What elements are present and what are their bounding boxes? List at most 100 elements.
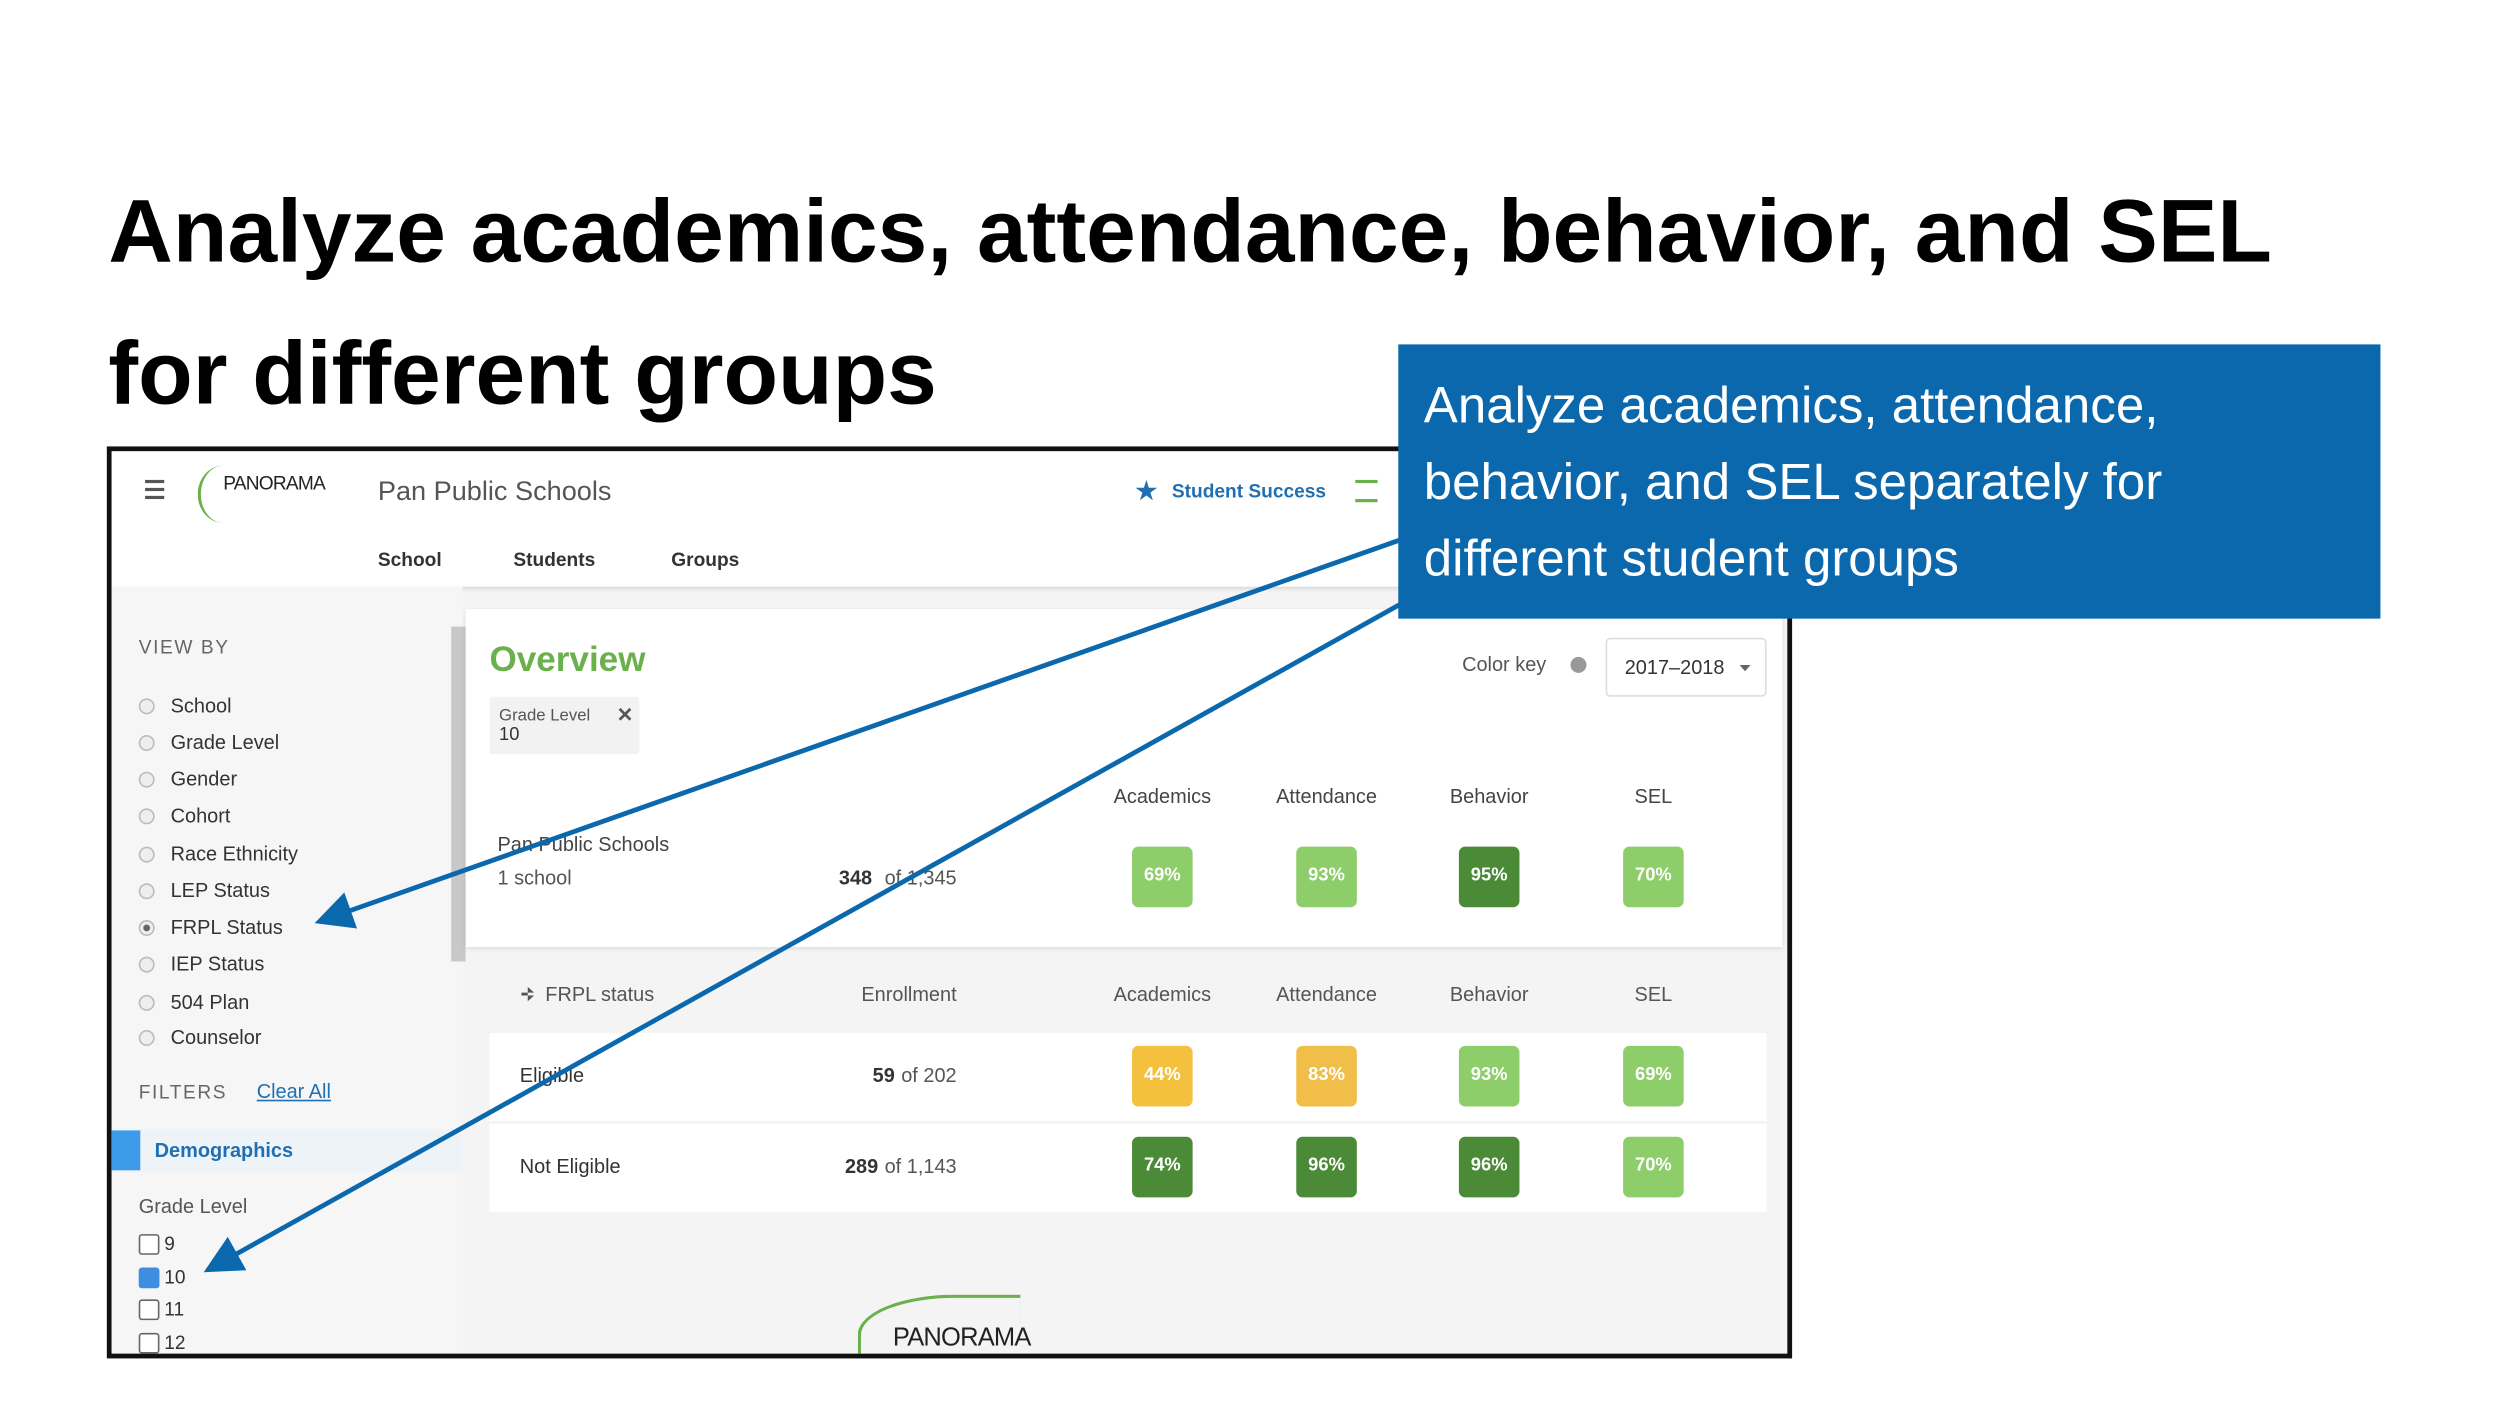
section-label: FILTERS <box>138 1081 228 1104</box>
group-column-header[interactable]: FRPL status <box>545 983 655 1006</box>
group-row <box>489 1033 1767 1121</box>
score-label: 93% <box>1470 1065 1508 1085</box>
view-by-option[interactable]: LEP Status <box>170 879 270 903</box>
score-label: 70% <box>1635 1156 1672 1176</box>
enrollment-header: Enrollment <box>861 983 957 1006</box>
checkbox[interactable] <box>138 1267 160 1289</box>
checkbox[interactable] <box>138 1332 160 1354</box>
view-by-option[interactable]: Race Ethnicity <box>170 843 299 866</box>
year-dropdown[interactable] <box>1605 637 1767 697</box>
score-label: 93% <box>1308 866 1345 886</box>
view-by-option[interactable]: Cohort <box>170 804 231 828</box>
column-header: Attendance <box>1276 785 1377 808</box>
overview-card <box>465 609 1783 948</box>
column-header: Academics <box>1113 983 1212 1006</box>
score-badge <box>1458 1045 1520 1107</box>
chip-value: 10 <box>499 725 520 745</box>
view-by-option[interactable]: 504 Plan <box>170 991 250 1014</box>
radio[interactable] <box>138 735 155 751</box>
view-by-option[interactable]: FRPL Status <box>170 916 283 939</box>
footer-logo: PANORAMA <box>892 1324 1032 1353</box>
score-badge <box>1458 846 1520 908</box>
enrollment-total: of 202 <box>901 1064 957 1087</box>
score-badge <box>1296 1136 1357 1198</box>
score-label: 69% <box>1635 1065 1672 1085</box>
filter-chip[interactable] <box>489 696 640 755</box>
score-label: 44% <box>1143 1065 1181 1085</box>
nav-icon <box>1355 479 1378 503</box>
view-by-option[interactable]: Grade Level <box>170 731 280 754</box>
filter-group <box>111 1128 463 1172</box>
score-badge <box>1132 1045 1193 1107</box>
radio[interactable] <box>138 1029 155 1046</box>
arrow <box>314 536 1404 929</box>
summary-name: Pan Public Schools <box>497 833 670 856</box>
checkbox[interactable] <box>138 1234 160 1255</box>
view-by-option[interactable]: IEP Status <box>170 953 265 976</box>
arrow <box>203 600 1405 1273</box>
column-header: Attendance <box>1276 983 1377 1006</box>
nav-student-success[interactable]: Student Success <box>1171 479 1327 503</box>
column-header: SEL <box>1634 983 1673 1006</box>
chip-label: Grade Level <box>499 705 591 726</box>
column-header: Academics <box>1113 785 1212 808</box>
collapse-toggle[interactable] <box>111 1130 141 1171</box>
district-name: Pan Public Schools <box>377 475 612 507</box>
brand: PANORAMA <box>223 471 326 495</box>
score-label: 96% <box>1308 1156 1345 1176</box>
clear-all-link[interactable]: Clear All <box>256 1080 331 1103</box>
overview-title: Overview <box>489 639 646 680</box>
score-badge <box>1132 1136 1193 1198</box>
score-badge <box>1623 1045 1684 1107</box>
score-label: 95% <box>1470 866 1508 886</box>
dropdown-caret <box>1739 664 1751 672</box>
score-label: 70% <box>1635 866 1672 886</box>
score-badge <box>1132 846 1193 908</box>
group-name: Not Eligible <box>519 1155 621 1178</box>
slide-title: Analyze academics, attendance, behavior,… <box>108 180 2271 423</box>
tab[interactable]: School <box>377 548 442 571</box>
info-icon <box>1570 656 1587 673</box>
radio[interactable] <box>138 956 155 973</box>
year-value[interactable]: 2017–2018 <box>1624 656 1725 679</box>
radio[interactable] <box>138 919 155 936</box>
chip-close[interactable] <box>618 707 632 721</box>
grade-option[interactable]: 9 <box>164 1232 175 1255</box>
grade-option[interactable]: 11 <box>164 1297 185 1321</box>
score-label: 69% <box>1143 866 1181 886</box>
score-label: 74% <box>1143 1156 1181 1176</box>
menu-icon-bar <box>145 487 165 492</box>
checkbox[interactable] <box>138 1299 160 1321</box>
grade-option[interactable]: 10 <box>164 1265 186 1289</box>
column-header: Behavior <box>1449 785 1529 808</box>
group-row <box>489 1124 1767 1212</box>
tab[interactable]: Students <box>513 548 596 571</box>
tab[interactable]: Groups <box>671 548 740 571</box>
color-key[interactable]: Color key <box>1462 653 1547 676</box>
enrollment-total: of 1,143 <box>884 1155 957 1178</box>
enrollment-count: 289 <box>844 1155 879 1178</box>
column-header: SEL <box>1634 785 1673 808</box>
radio[interactable] <box>138 994 155 1011</box>
view-by-option[interactable]: School <box>170 694 232 718</box>
radio[interactable] <box>138 808 155 825</box>
view-by-option[interactable]: Gender <box>170 768 238 791</box>
score-badge <box>1623 1136 1684 1198</box>
radio[interactable] <box>138 771 155 788</box>
radio[interactable] <box>138 698 155 715</box>
filter-label: Grade Level <box>138 1195 248 1218</box>
grade-option[interactable]: 12 <box>164 1331 186 1354</box>
callout: Analyze academics, attendance, behavior,… <box>1398 344 2381 619</box>
column-header: Behavior <box>1449 983 1529 1006</box>
score-label: 83% <box>1308 1065 1345 1085</box>
radio[interactable] <box>138 883 155 900</box>
menu-icon[interactable] <box>145 479 165 500</box>
view-by-option[interactable]: Counselor <box>170 1026 262 1049</box>
radio[interactable] <box>138 846 155 863</box>
score-badge <box>1296 1045 1357 1107</box>
summary-sub: 1 school <box>497 866 572 890</box>
logo-swoosh <box>197 465 249 523</box>
filter-group-name[interactable]: Demographics <box>154 1139 294 1162</box>
